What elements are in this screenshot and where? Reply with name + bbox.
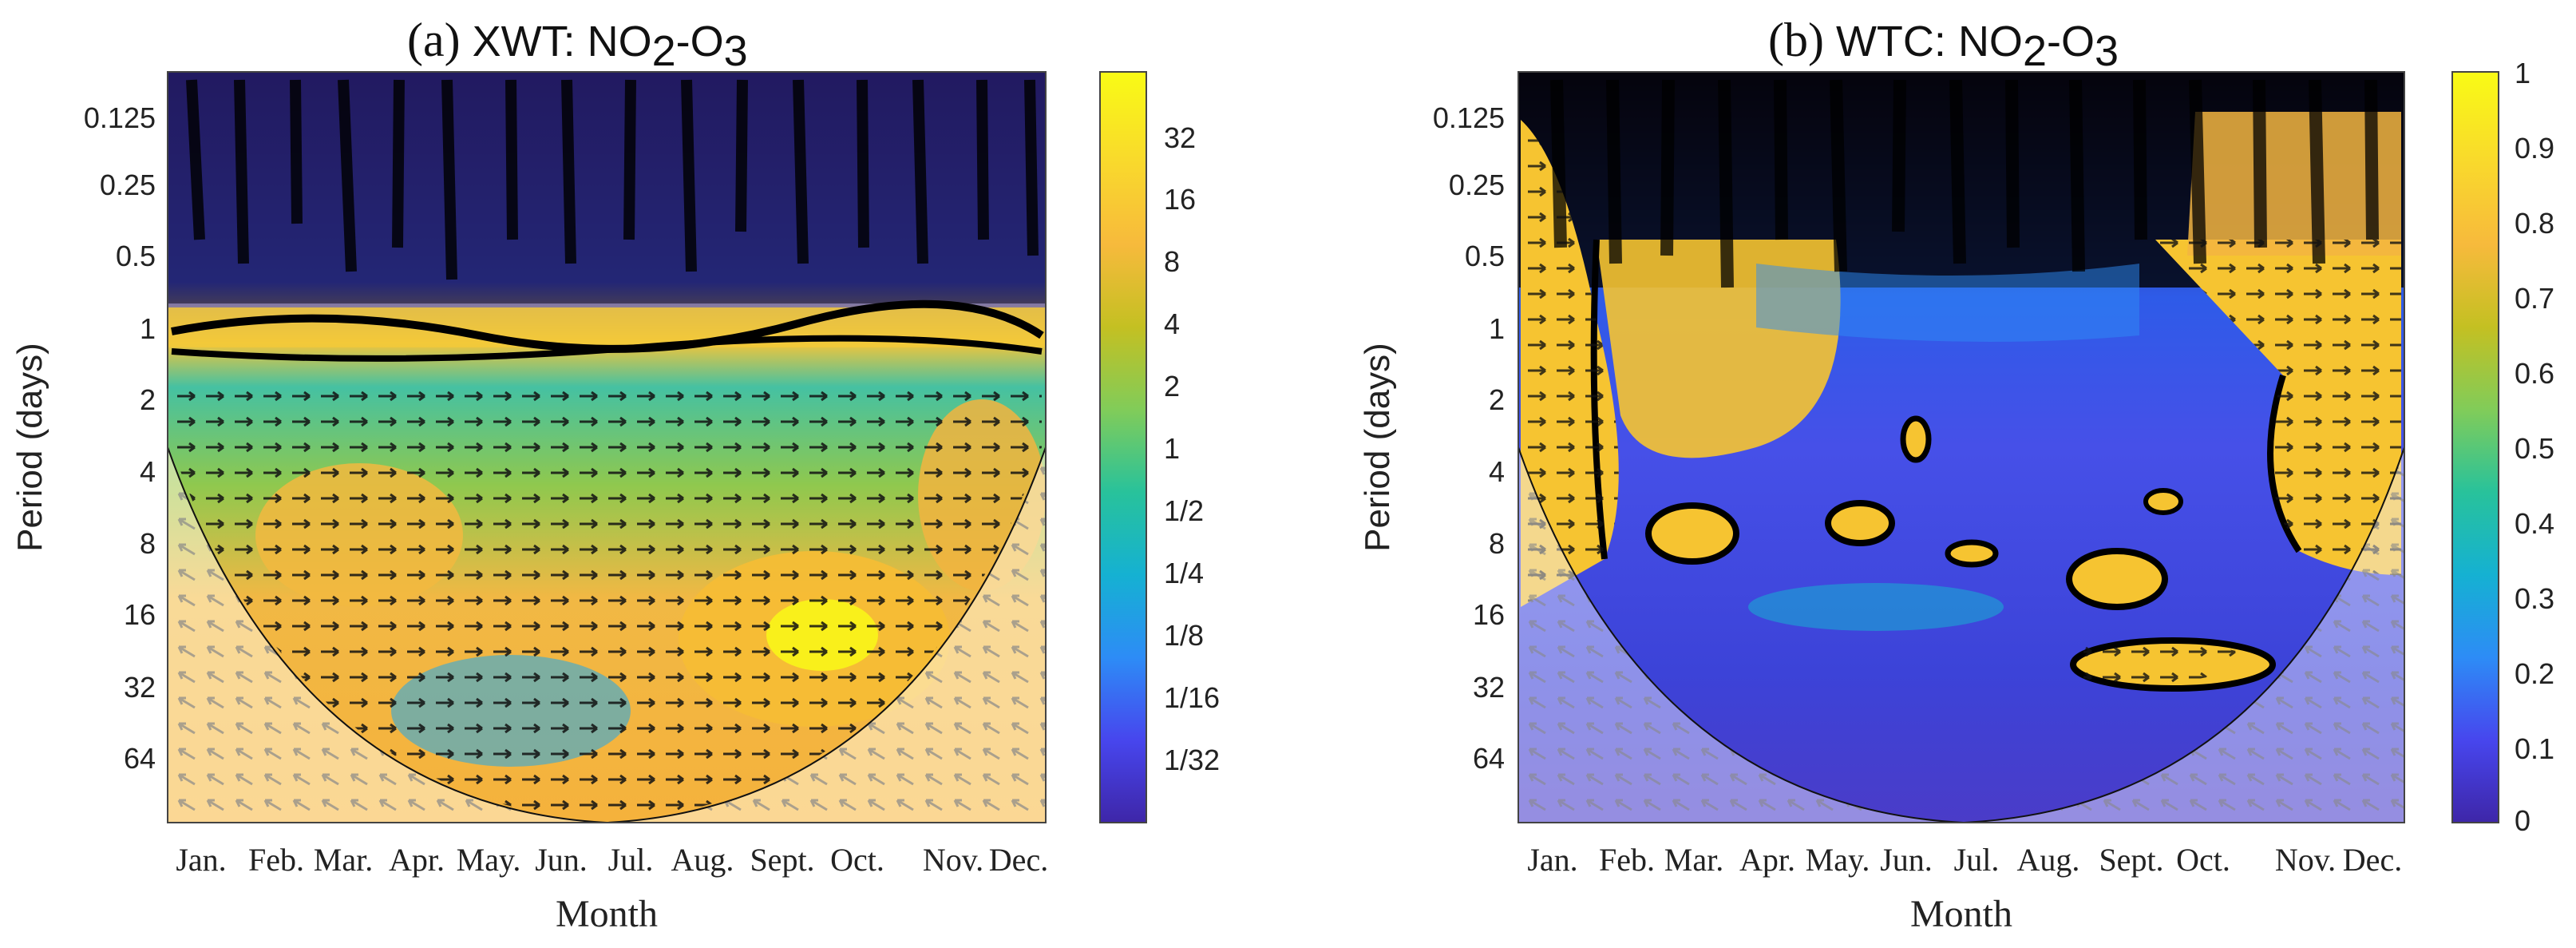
x-tick: Sept.: [750, 842, 814, 878]
x-tick: Jun.: [1880, 842, 1933, 878]
y-tick: 1: [1489, 312, 1505, 345]
colorbar-tick: 16: [1164, 183, 1196, 216]
y-tick: 8: [1489, 527, 1505, 560]
y-tick: 8: [140, 527, 156, 560]
colorbar-tick: 0.2: [2515, 657, 2554, 690]
colorbar-tick: 0.4: [2515, 507, 2554, 540]
y-tick: 0.125: [84, 101, 156, 134]
y-tick: 0.25: [1449, 169, 1505, 201]
colorbar-tick: 0.6: [2515, 357, 2554, 390]
panel-a-xwt: (a) XWT: NO2-O3 0.125: [10, 14, 1220, 935]
y-tick: 64: [124, 742, 156, 775]
colorbar-tick: 1/4: [1164, 557, 1204, 589]
y-tick: 0.125: [1433, 101, 1505, 134]
y-tick: 0.25: [100, 169, 156, 201]
colorbar-tick: 0.9: [2515, 132, 2554, 165]
panel-b-heatmap: [1518, 71, 2405, 824]
y-tick: 2: [140, 383, 156, 416]
panel-a-colorbar: 32 16 8 4 2 1 1/2 1/4 1/8 1/16 1/32: [1099, 71, 1220, 823]
colorbar-tick: 0.7: [2515, 282, 2554, 315]
colorbar-tick: 32: [1164, 121, 1196, 154]
x-tick: May.: [1806, 842, 1870, 878]
panel-a-title: (a) XWT: NO2-O3: [407, 14, 748, 75]
colorbar-tick: 0: [2515, 804, 2530, 837]
panel-a-colorbar-ticks: 32 16 8 4 2 1 1/2 1/4 1/8 1/16 1/32: [1164, 121, 1220, 776]
y-tick: 16: [124, 598, 156, 631]
colorbar-tick: 1/16: [1164, 681, 1220, 714]
panel-b-x-label: Month: [1910, 893, 2012, 935]
colorbar-tick: 1/8: [1164, 619, 1204, 652]
colorbar-tick: 2: [1164, 370, 1180, 403]
colorbar-tick: 8: [1164, 245, 1180, 278]
panel-a-x-label: Month: [556, 893, 658, 935]
x-tick: May.: [457, 842, 521, 878]
colorbar-tick: 0.5: [2515, 432, 2554, 465]
x-tick: Sept.: [2099, 842, 2163, 878]
panel-b-colorbar-ticks: 1 0.9 0.8 0.7 0.6 0.5 0.4 0.3 0.2 0.1 0: [2515, 57, 2554, 837]
colorbar-tick: 1/32: [1164, 744, 1220, 776]
panel-b-x-ticks: Jan. Feb. Mar. Apr. May. Jun. Jul. Aug. …: [1527, 842, 2402, 878]
panel-a-x-ticks: Jan. Feb. Mar. Apr. May. Jun. Jul. Aug. …: [176, 842, 1048, 878]
x-tick: Feb.: [1599, 842, 1655, 878]
y-tick: 16: [1473, 598, 1505, 631]
x-tick: Apr.: [1739, 842, 1795, 878]
y-tick: 32: [124, 671, 156, 704]
x-tick: Jul.: [608, 842, 654, 878]
panel-b-wtc: (b) WTC: NO2-O3: [1358, 14, 2554, 935]
x-tick: Feb.: [248, 842, 304, 878]
y-tick: 0.5: [116, 240, 156, 272]
x-tick: Mar.: [1664, 842, 1723, 878]
x-tick: Aug.: [671, 842, 734, 878]
y-tick: 32: [1473, 671, 1505, 704]
x-tick: Oct.: [830, 842, 884, 878]
x-tick: Jul.: [1954, 842, 2000, 878]
panel-b-y-label: Period (days): [1358, 343, 1397, 552]
colorbar-tick: 1: [2515, 57, 2530, 89]
y-tick: 1: [140, 312, 156, 345]
x-tick: Aug.: [2017, 842, 2080, 878]
x-tick: Jan.: [1527, 842, 1577, 878]
colorbar-tick: 0.1: [2515, 732, 2554, 765]
x-tick: Nov.: [923, 842, 983, 878]
y-tick: 4: [1489, 455, 1505, 488]
panel-a-y-ticks: 0.125 0.25 0.5 1 2 4 8 16 32 64: [84, 101, 156, 775]
x-tick: Dec.: [2343, 842, 2402, 878]
colorbar-tick: 0.8: [2515, 207, 2554, 240]
x-tick: Oct.: [2176, 842, 2230, 878]
colorbar-tick: 0.3: [2515, 582, 2554, 615]
x-tick: Apr.: [389, 842, 445, 878]
y-tick: 0.5: [1465, 240, 1505, 272]
colorbar-tick: 1/2: [1164, 494, 1204, 527]
y-tick: 2: [1489, 383, 1505, 416]
y-tick: 64: [1473, 742, 1505, 775]
panel-a-heatmap: [167, 71, 1047, 824]
x-tick: Dec.: [989, 842, 1048, 878]
panel-b-title: (b) WTC: NO2-O3: [1768, 14, 2119, 75]
colorbar-tick: 1: [1164, 432, 1180, 465]
panel-b-colorbar: 1 0.9 0.8 0.7 0.6 0.5 0.4 0.3 0.2 0.1 0: [2451, 57, 2554, 837]
panel-a-y-label: Period (days): [10, 343, 49, 552]
colorbar-tick: 4: [1164, 307, 1180, 340]
x-tick: Nov.: [2275, 842, 2336, 878]
x-tick: Jun.: [535, 842, 588, 878]
y-tick: 4: [140, 455, 156, 488]
x-tick: Jan.: [176, 842, 226, 878]
panel-b-y-ticks: 0.125 0.25 0.5 1 2 4 8 16 32 64: [1433, 101, 1505, 775]
x-tick: Mar.: [314, 842, 373, 878]
